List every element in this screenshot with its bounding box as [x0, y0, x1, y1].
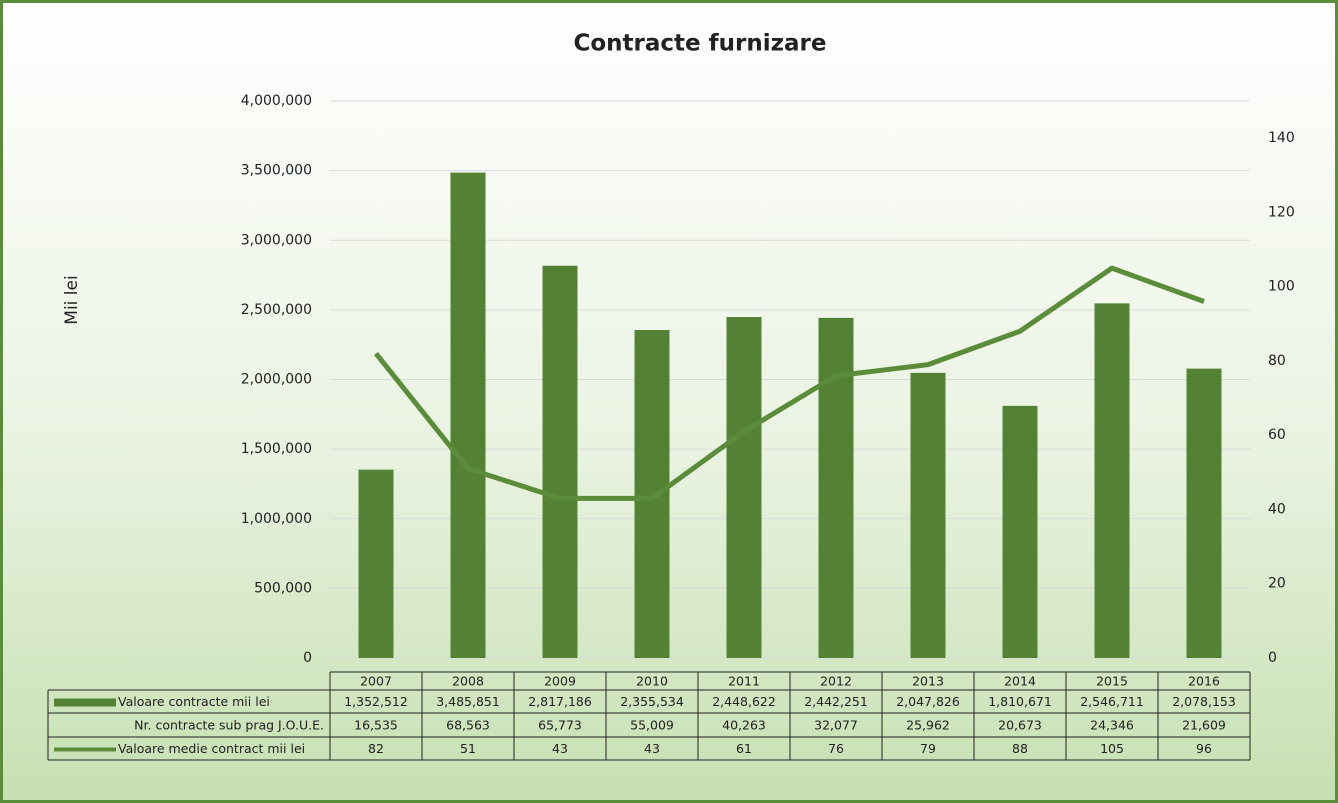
bar: [450, 172, 486, 658]
table-cell: 1,352,512: [344, 694, 408, 709]
bar: [358, 469, 394, 658]
x-tick-label: 2007: [360, 674, 392, 689]
x-tick-label: 2015: [1096, 674, 1128, 689]
table-cell: 2,448,622: [712, 694, 776, 709]
x-tick-label: 2010: [636, 674, 668, 689]
bar: [634, 329, 670, 658]
y2-tick-label: 40: [1268, 501, 1286, 517]
y-tick-label: 2,000,000: [241, 372, 312, 388]
table-cell: 1,810,671: [988, 694, 1052, 709]
table-cell: 65,773: [538, 718, 582, 733]
x-tick-label: 2009: [544, 674, 576, 689]
legend-label: Nr. contracte sub prag J.O.U.E.: [134, 718, 324, 733]
table-cell: 105: [1100, 741, 1124, 756]
y-tick-label: 4,000,000: [241, 93, 312, 109]
y-tick-label: 1,000,000: [241, 511, 312, 527]
bar: [818, 317, 854, 658]
table-cell: 32,077: [814, 718, 858, 733]
table-cell: 43: [552, 741, 568, 756]
x-tick-label: 2012: [820, 674, 852, 689]
table-cell: 20,673: [998, 718, 1042, 733]
table-cell: 25,962: [906, 718, 950, 733]
y2-tick-label: 140: [1268, 130, 1295, 146]
legend-key: [54, 698, 116, 707]
table-cell: 76: [828, 741, 844, 756]
table-cell: 16,535: [354, 718, 398, 733]
x-tick-label: 2014: [1004, 674, 1036, 689]
bar: [726, 317, 762, 658]
y2-tick-label: 20: [1268, 576, 1286, 592]
legend-label: Valoare medie contract mii lei: [118, 741, 305, 756]
x-tick-label: 2008: [452, 674, 484, 689]
y-axis-title: Mii lei: [62, 275, 82, 324]
x-tick-label: 2011: [728, 674, 760, 689]
y-tick-label: 3,500,000: [241, 163, 312, 179]
y2-tick-label: 80: [1268, 353, 1286, 369]
x-tick-label: 2016: [1188, 674, 1220, 689]
bar: [542, 265, 578, 658]
y2-tick-label: 100: [1268, 279, 1295, 295]
table-cell: 79: [920, 741, 936, 756]
bar: [1186, 368, 1222, 658]
legend-label: Valoare contracte mii lei: [118, 694, 270, 709]
table-cell: 43: [644, 741, 660, 756]
table-cell: 96: [1196, 741, 1212, 756]
bar: [910, 372, 946, 658]
table-cell: 2,047,826: [896, 694, 960, 709]
table-cell: 2,355,534: [620, 694, 684, 709]
y-tick-label: 2,500,000: [241, 302, 312, 318]
table-cell: 40,263: [722, 718, 766, 733]
table-cell: 55,009: [630, 718, 674, 733]
table-cell: 21,609: [1182, 718, 1226, 733]
chart-title: Contracte furnizare: [574, 31, 827, 57]
table-cell: 51: [460, 741, 476, 756]
table-cell: 24,346: [1090, 718, 1134, 733]
table-cell: 68,563: [446, 718, 490, 733]
table-cell: 82: [368, 741, 384, 756]
table-cell: 88: [1012, 741, 1028, 756]
x-tick-label: 2013: [912, 674, 944, 689]
y2-tick-label: 120: [1268, 204, 1295, 220]
table-cell: 2,078,153: [1172, 694, 1236, 709]
y-tick-label: 1,500,000: [241, 441, 312, 457]
table-cell: 2,817,186: [528, 694, 592, 709]
y2-tick-label: 60: [1268, 427, 1286, 443]
y2-tick-label: 0: [1268, 650, 1277, 666]
table-cell: 2,546,711: [1080, 694, 1144, 709]
y-tick-label: 0: [303, 650, 312, 666]
y-tick-label: 500,000: [254, 580, 312, 596]
y-tick-label: 3,000,000: [241, 232, 312, 248]
line: [374, 265, 1205, 501]
bar: [1002, 405, 1038, 658]
table-cell: 2,442,251: [804, 694, 868, 709]
table-cell: 3,485,851: [436, 694, 500, 709]
table-cell: 61: [736, 741, 752, 756]
bar: [1094, 303, 1130, 658]
